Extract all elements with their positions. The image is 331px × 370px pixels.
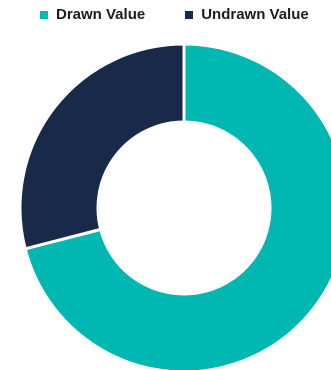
legend-swatch-undrawn [185, 10, 194, 19]
chart-legend: Drawn Value Undrawn Value [40, 6, 309, 23]
legend-swatch-drawn [40, 10, 48, 19]
legend-label-undrawn: Undrawn Value [201, 6, 309, 23]
legend-item-undrawn: Undrawn Value [185, 6, 309, 23]
legend-label-drawn: Drawn Value [56, 6, 146, 23]
donut-slice-undrawn-value [18, 42, 186, 251]
legend-item-drawn: Drawn Value [40, 6, 145, 23]
donut-slice-drawn-value [23, 42, 331, 370]
